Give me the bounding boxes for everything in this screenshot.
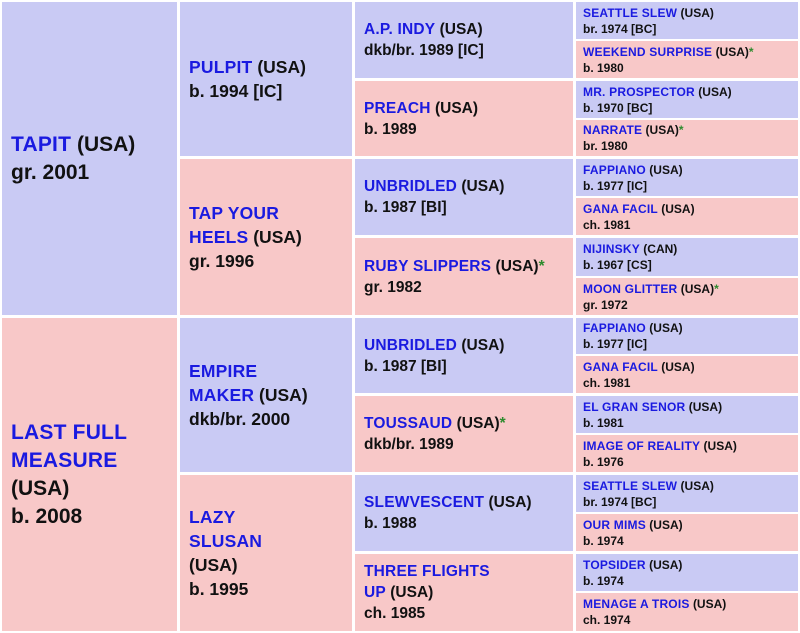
horse-name: MOON GLITTER (USA)* bbox=[583, 281, 719, 296]
horse-info: dkb/br. 2000 bbox=[189, 409, 291, 429]
horse-name: NIJINSKY (CAN) bbox=[583, 242, 678, 256]
gen4-cell: OUR MIMS (USA) b. 1974 bbox=[576, 514, 798, 551]
horse-info: b. 1995 bbox=[189, 579, 249, 599]
horse-info: b. 1987 [BI] bbox=[364, 199, 447, 216]
horse-info: b. 1980 bbox=[583, 60, 624, 75]
horse-info: b. 1981 bbox=[583, 415, 624, 430]
gen3-cell: SLEWVESCENT (USA) b. 1988 bbox=[355, 475, 573, 551]
horse-info: b. 1977 [IC] bbox=[583, 337, 648, 351]
gen4-cell: FAPPIANO (USA) b. 1977 [IC] bbox=[576, 318, 798, 354]
horse-name: EL GRAN SENOR (USA) bbox=[583, 399, 723, 414]
horse-info: gr. 1982 bbox=[364, 278, 422, 296]
gen4-cell: MR. PROSPECTOR (USA) b. 1970 [BC] bbox=[576, 81, 798, 118]
horse-info: b. 1988 bbox=[364, 515, 417, 532]
horse-info: b. 1967 [CS] bbox=[583, 258, 652, 272]
horse-info: br. 1974 [BC] bbox=[583, 494, 657, 509]
horse-info: gr. 1996 bbox=[189, 251, 255, 271]
gen3-cell: RUBY SLIPPERS (USA)* gr. 1982 bbox=[355, 238, 573, 315]
gen4-cell: IMAGE OF REALITY (USA) b. 1976 bbox=[576, 435, 798, 472]
horse-name: EMPIRE MAKER (USA) bbox=[189, 361, 308, 405]
horse-name: TOUSSAUD (USA)* bbox=[364, 415, 506, 432]
horse-info: ch. 1985 bbox=[364, 605, 426, 622]
horse-name: SEATTLE SLEW (USA) bbox=[583, 478, 714, 493]
horse-info: ch. 1981 bbox=[583, 375, 631, 390]
horse-name: PREACH (USA) bbox=[364, 99, 479, 117]
horse-name: TOPSIDER (USA) bbox=[583, 557, 683, 572]
horse-name: TAP YOUR HEELS (USA) bbox=[189, 203, 302, 247]
horse-name: UNBRIDLED (USA) bbox=[364, 336, 505, 354]
horse-info: b. 1974 bbox=[583, 533, 624, 548]
horse-name: A.P. INDY (USA) bbox=[364, 21, 483, 38]
horse-info: ch. 1974 bbox=[583, 613, 631, 627]
horse-info: b. 2008 bbox=[11, 504, 83, 528]
horse-name: FAPPIANO (USA) bbox=[583, 321, 683, 335]
horse-info: b. 1974 bbox=[583, 573, 624, 588]
horse-info: b. 1987 [BI] bbox=[364, 357, 447, 375]
gen3-cell: UNBRIDLED (USA) b. 1987 [BI] bbox=[355, 159, 573, 235]
gen4-cell: NARRATE (USA)* br. 1980 bbox=[576, 120, 798, 156]
horse-name: WEEKEND SURPRISE (USA)* bbox=[583, 44, 754, 59]
horse-name: THREE FLIGHTS UP (USA) bbox=[364, 563, 490, 601]
horse-name: LAZY SLUSAN (USA) bbox=[189, 507, 263, 575]
horse-name: UNBRIDLED (USA) bbox=[364, 178, 505, 195]
horse-name: FAPPIANO (USA) bbox=[583, 162, 683, 177]
gen4-cell: FAPPIANO (USA) b. 1977 [IC] bbox=[576, 159, 798, 196]
horse-name: MR. PROSPECTOR (USA) bbox=[583, 84, 732, 99]
horse-name: IMAGE OF REALITY (USA) bbox=[583, 438, 737, 453]
horse-info: gr. 2001 bbox=[11, 160, 90, 184]
horse-name: GANA FACIL (USA) bbox=[583, 359, 695, 374]
horse-info: b. 1970 [BC] bbox=[583, 100, 653, 115]
gen4-cell: SEATTLE SLEW (USA) br. 1974 [BC] bbox=[576, 475, 798, 512]
grandsire-maternal-cell: EMPIRE MAKER (USA) dkb/br. 2000 bbox=[180, 318, 352, 472]
gen3-cell: A.P. INDY (USA) dkb/br. 1989 [IC] bbox=[355, 2, 573, 78]
gen4-cell: MENAGE A TROIS (USA) ch. 1974 bbox=[576, 593, 798, 631]
horse-info: br. 1974 [BC] bbox=[583, 21, 657, 36]
gen3-cell: TOUSSAUD (USA)* dkb/br. 1989 bbox=[355, 396, 573, 472]
granddam-maternal-cell: LAZY SLUSAN (USA) b. 1995 bbox=[180, 475, 352, 631]
gen4-cell: GANA FACIL (USA) ch. 1981 bbox=[576, 356, 798, 393]
horse-name: GANA FACIL (USA) bbox=[583, 201, 695, 216]
horse-name: SEATTLE SLEW (USA) bbox=[583, 5, 714, 20]
gen4-cell: NIJINSKY (CAN) b. 1967 [CS] bbox=[576, 238, 798, 276]
horse-info: b. 1977 [IC] bbox=[583, 178, 648, 193]
gen4-cell: SEATTLE SLEW (USA) br. 1974 [BC] bbox=[576, 2, 798, 39]
gen4-cell: WEEKEND SURPRISE (USA)* b. 1980 bbox=[576, 41, 798, 78]
horse-info: gr. 1972 bbox=[583, 297, 628, 312]
horse-name: SLEWVESCENT (USA) bbox=[364, 494, 532, 511]
horse-name: NARRATE (USA)* bbox=[583, 123, 684, 137]
dam-cell: LAST FULL MEASURE (USA) b. 2008 bbox=[2, 318, 177, 631]
grandsire-paternal-cell: PULPIT (USA) b. 1994 [IC] bbox=[180, 2, 352, 156]
horse-name: LAST FULL MEASURE (USA) bbox=[11, 420, 127, 500]
gen4-cell: EL GRAN SENOR (USA) b. 1981 bbox=[576, 396, 798, 433]
gen4-cell: MOON GLITTER (USA)* gr. 1972 bbox=[576, 278, 798, 315]
horse-info: dkb/br. 1989 [IC] bbox=[364, 42, 484, 59]
gen4-cell: TOPSIDER (USA) b. 1974 bbox=[576, 554, 798, 591]
horse-name: PULPIT (USA) bbox=[189, 57, 306, 77]
granddam-paternal-cell: TAP YOUR HEELS (USA) gr. 1996 bbox=[180, 159, 352, 315]
horse-name: RUBY SLIPPERS (USA)* bbox=[364, 257, 545, 275]
horse-info: b. 1976 bbox=[583, 454, 624, 469]
horse-info: b. 1989 bbox=[364, 120, 417, 138]
horse-info: b. 1994 [IC] bbox=[189, 81, 283, 101]
gen4-cell: GANA FACIL (USA) ch. 1981 bbox=[576, 198, 798, 235]
horse-info: ch. 1981 bbox=[583, 217, 631, 232]
sire-cell: TAPIT (USA) gr. 2001 bbox=[2, 2, 177, 315]
gen3-cell: THREE FLIGHTS UP (USA) ch. 1985 bbox=[355, 554, 573, 631]
gen3-cell: UNBRIDLED (USA) b. 1987 [BI] bbox=[355, 318, 573, 393]
horse-info: br. 1980 bbox=[583, 139, 628, 153]
gen3-cell: PREACH (USA) b. 1989 bbox=[355, 81, 573, 156]
horse-info: dkb/br. 1989 bbox=[364, 436, 454, 453]
horse-name: OUR MIMS (USA) bbox=[583, 517, 683, 532]
horse-name: MENAGE A TROIS (USA) bbox=[583, 597, 727, 611]
horse-name: TAPIT (USA) bbox=[11, 132, 136, 156]
